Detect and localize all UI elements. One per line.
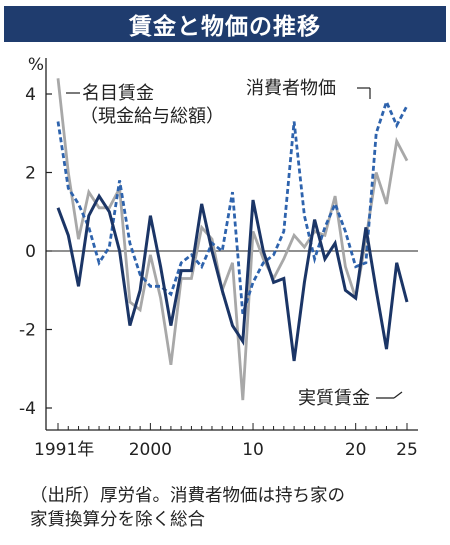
y-tick-label: 4 bbox=[25, 85, 36, 105]
y-tick-label: -4 bbox=[19, 399, 36, 419]
x-tick-label: 10 bbox=[242, 440, 264, 460]
x-tick-label: 25 bbox=[396, 440, 418, 460]
series-layer bbox=[56, 78, 409, 401]
source-note-line-2: 家賃換算分を除く総合 bbox=[30, 510, 205, 530]
y-tick-label: -2 bbox=[19, 321, 36, 341]
consumer-price-label: 消費者物価 bbox=[246, 78, 336, 99]
chart-title-banner: 賃金と物価の推移 bbox=[4, 6, 446, 42]
chart-title: 賃金と物価の推移 bbox=[129, 14, 321, 40]
nominal-wage-label-line-2: （現金給与総額） bbox=[80, 106, 224, 127]
source-note-line-1: （出所）厚労省。消費者物価は持ち家の bbox=[30, 486, 345, 506]
y-tick-label: 0 bbox=[25, 242, 36, 262]
source-note: （出所）厚労省。消費者物価は持ち家の 家賃換算分を除く総合 bbox=[30, 484, 440, 532]
consumer-price-line bbox=[56, 97, 409, 315]
y-tick-label: 2 bbox=[25, 164, 36, 184]
y-unit-label: % bbox=[28, 55, 44, 75]
nominal-wage-label-line-1: 名目賃金 bbox=[82, 83, 154, 104]
x-tick-label: 20 bbox=[345, 440, 367, 460]
real-wage-label: 実質賃金 bbox=[298, 388, 370, 409]
real-wage-leader-tip bbox=[393, 391, 403, 399]
real-wage-line bbox=[56, 193, 409, 362]
x-tick-label: 2000 bbox=[129, 440, 172, 460]
x-tick-label: 1991年 bbox=[34, 440, 94, 460]
